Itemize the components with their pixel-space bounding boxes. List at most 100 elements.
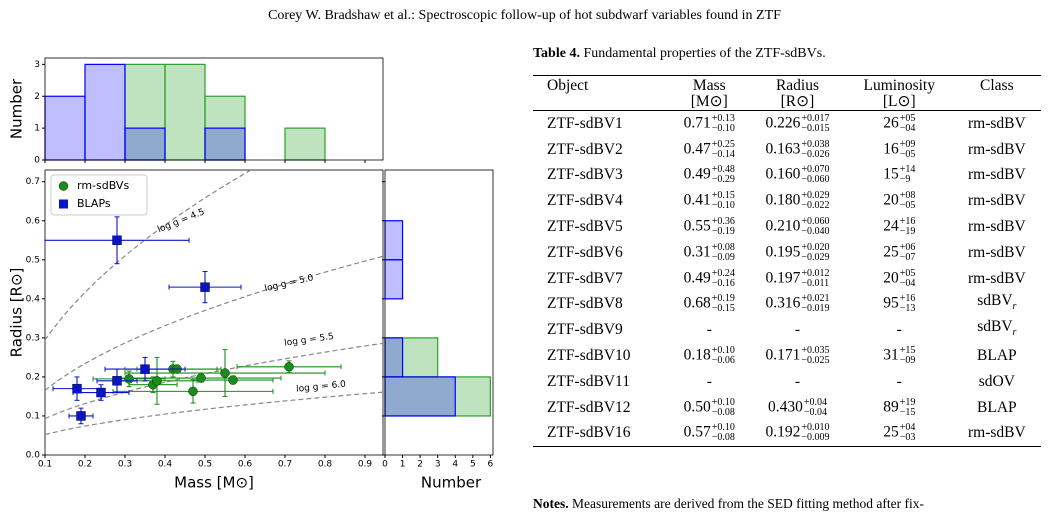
uncertainty: +05 −04 — [899, 112, 916, 134]
cell-value: 0.192 — [765, 424, 801, 442]
upper-error: +0.020 — [801, 241, 830, 253]
plot-frame — [44, 169, 384, 456]
cell: - — [706, 372, 712, 390]
cell-value: 0.171 — [765, 346, 801, 364]
cell-value: 0.47 — [683, 140, 711, 158]
cell-value: 26 — [883, 114, 899, 132]
upper-error: +15 — [899, 345, 916, 357]
cell: sdOV — [978, 372, 1015, 390]
x-tick-label: 4 — [452, 460, 458, 470]
x-tick-label: 0.5 — [198, 460, 212, 470]
hist-frame — [44, 57, 384, 161]
cell: rm-sdBV — [967, 218, 1026, 236]
uncertainty: +0.017 −0.015 — [801, 113, 830, 134]
table-row: ZTF-sdBV8 0.68 +0.19 −0.15 0.316 +0.021 −0.019… — [533, 292, 1041, 318]
lower-error: −0.015 — [801, 122, 830, 134]
cell: rm-sdBV — [967, 269, 1026, 287]
upper-error: +0.24 — [711, 267, 735, 279]
table-row: ZTF-sdBV5 0.55 +0.36 −0.19 0.210 +0.060 −0.040… — [533, 214, 1041, 240]
cell: 26 +05 −04 — [846, 111, 953, 137]
cell: 0.50 +0.10 −0.08 — [669, 395, 749, 421]
lower-error: −0.06 — [711, 355, 735, 367]
cell: rm-sdBV — [967, 243, 1026, 261]
uncertainty: +0.19 −0.15 — [712, 294, 735, 314]
upper-error: +0.36 — [711, 216, 735, 228]
lower-error: −0.04 — [803, 406, 827, 418]
lower-error: −07 — [899, 251, 916, 263]
uncertainty: +15 −09 — [900, 346, 916, 366]
uncertainty: +0.060 −0.040 — [801, 217, 829, 237]
upper-error: +0.035 — [801, 345, 830, 357]
uncertainty: +09 −05 — [900, 139, 916, 160]
y-tick-label: 0.2 — [26, 372, 40, 382]
lower-error: −0.029 — [801, 251, 830, 263]
cell: - — [794, 321, 801, 339]
x-tick-label: 0.8 — [318, 460, 333, 470]
upper-error: +0.15 — [711, 190, 735, 202]
upper-error: +05 — [899, 112, 916, 124]
hist-bar — [384, 376, 456, 417]
uncertainty: +0.36 −0.19 — [712, 217, 735, 237]
cell: rm-sdBV — [967, 166, 1026, 184]
lower-error: −0.011 — [801, 277, 830, 289]
lower-error: −0.29 — [711, 174, 735, 186]
uncertainty: +0.021 −0.019 — [801, 294, 829, 314]
cell: 0.31 +0.08 −0.09 — [669, 240, 749, 266]
cell-value: 0.68 — [683, 295, 711, 313]
cell: ZTF-sdBV2 — [547, 140, 623, 158]
x-tick-label: 0.4 — [158, 460, 173, 470]
cell-value: 25 — [883, 424, 899, 442]
cell: ZTF-sdBV4 — [547, 192, 623, 210]
column-header: Radius [R⊙] — [749, 75, 846, 111]
cell: - — [706, 321, 712, 339]
cell: BLAP — [977, 398, 1017, 416]
uncertainty: +0.48 −0.29 — [712, 165, 735, 185]
cell: 31 +15 −09 — [846, 343, 953, 369]
cell: 0.47 +0.25 −0.14 — [669, 137, 749, 163]
x-tick-label: 6 — [487, 460, 493, 470]
lower-error: −0.019 — [801, 303, 830, 315]
column-name: Luminosity — [863, 77, 935, 94]
table-row: ZTF-sdBV1 0.71 +0.13 −0.10 0.226 +0.017 −0.015… — [533, 111, 1041, 137]
table-row: ZTF-sdBV3 0.49 +0.48 −0.29 0.160 +0.070 −0.060… — [533, 163, 1041, 189]
upper-error: +0.19 — [711, 293, 735, 305]
y-tick-label: 0.1 — [26, 411, 40, 421]
upper-error: +0.10 — [711, 422, 735, 434]
lower-error: −0.14 — [711, 148, 735, 160]
uncertainty: +19 −15 — [900, 397, 916, 418]
cell: 0.49 +0.24 −0.16 — [669, 266, 749, 292]
lower-error: −04 — [899, 122, 916, 134]
upper-error: +0.13 — [711, 112, 735, 124]
legend-marker — [59, 199, 68, 209]
cell-value: 25 — [883, 243, 899, 261]
cell-value: 0.430 — [767, 398, 803, 416]
cell: 0.192 +0.010 −0.009 — [749, 421, 846, 447]
cell: ZTF-sdBV12 — [547, 398, 631, 416]
uncertainty: +0.010 −0.009 — [801, 423, 829, 443]
lower-error: −19 — [899, 226, 916, 238]
cell-value: 0.49 — [683, 166, 711, 184]
log-g-label: log g = 5.0 — [264, 273, 315, 294]
table: Object Mass [M⊙] Radius [R⊙] Luminosity [L⊙] Cl… — [533, 75, 1041, 448]
cell: 0.195 +0.020 −0.029 — [749, 240, 846, 266]
cell-subscript: r — [1012, 327, 1017, 339]
cell: 0.57 +0.10 −0.08 — [669, 421, 749, 447]
upper-error: +0.012 — [801, 267, 830, 279]
table-caption: Table 4. Fundamental properties of the Z… — [533, 46, 1041, 62]
point — [112, 235, 122, 245]
cell: 0.197 +0.012 −0.011 — [749, 266, 846, 292]
cell: 0.226 +0.017 −0.015 — [749, 111, 846, 137]
y-tick-label: 0.3 — [26, 333, 40, 343]
cell: 25 +06 −07 — [846, 240, 953, 266]
uncertainty: +06 −07 — [899, 242, 916, 263]
column-name: Radius — [775, 77, 819, 94]
point — [228, 375, 238, 385]
legend-label: rm-sdBVs — [77, 179, 129, 192]
point — [188, 386, 198, 397]
upper-error: +16 — [899, 293, 916, 305]
cell: ZTF-sdBV7 — [547, 269, 623, 287]
uncertainty: +0.13 −0.10 — [711, 112, 735, 134]
upper-error: +04 — [899, 422, 916, 434]
cell: rm-sdBV — [967, 192, 1026, 210]
